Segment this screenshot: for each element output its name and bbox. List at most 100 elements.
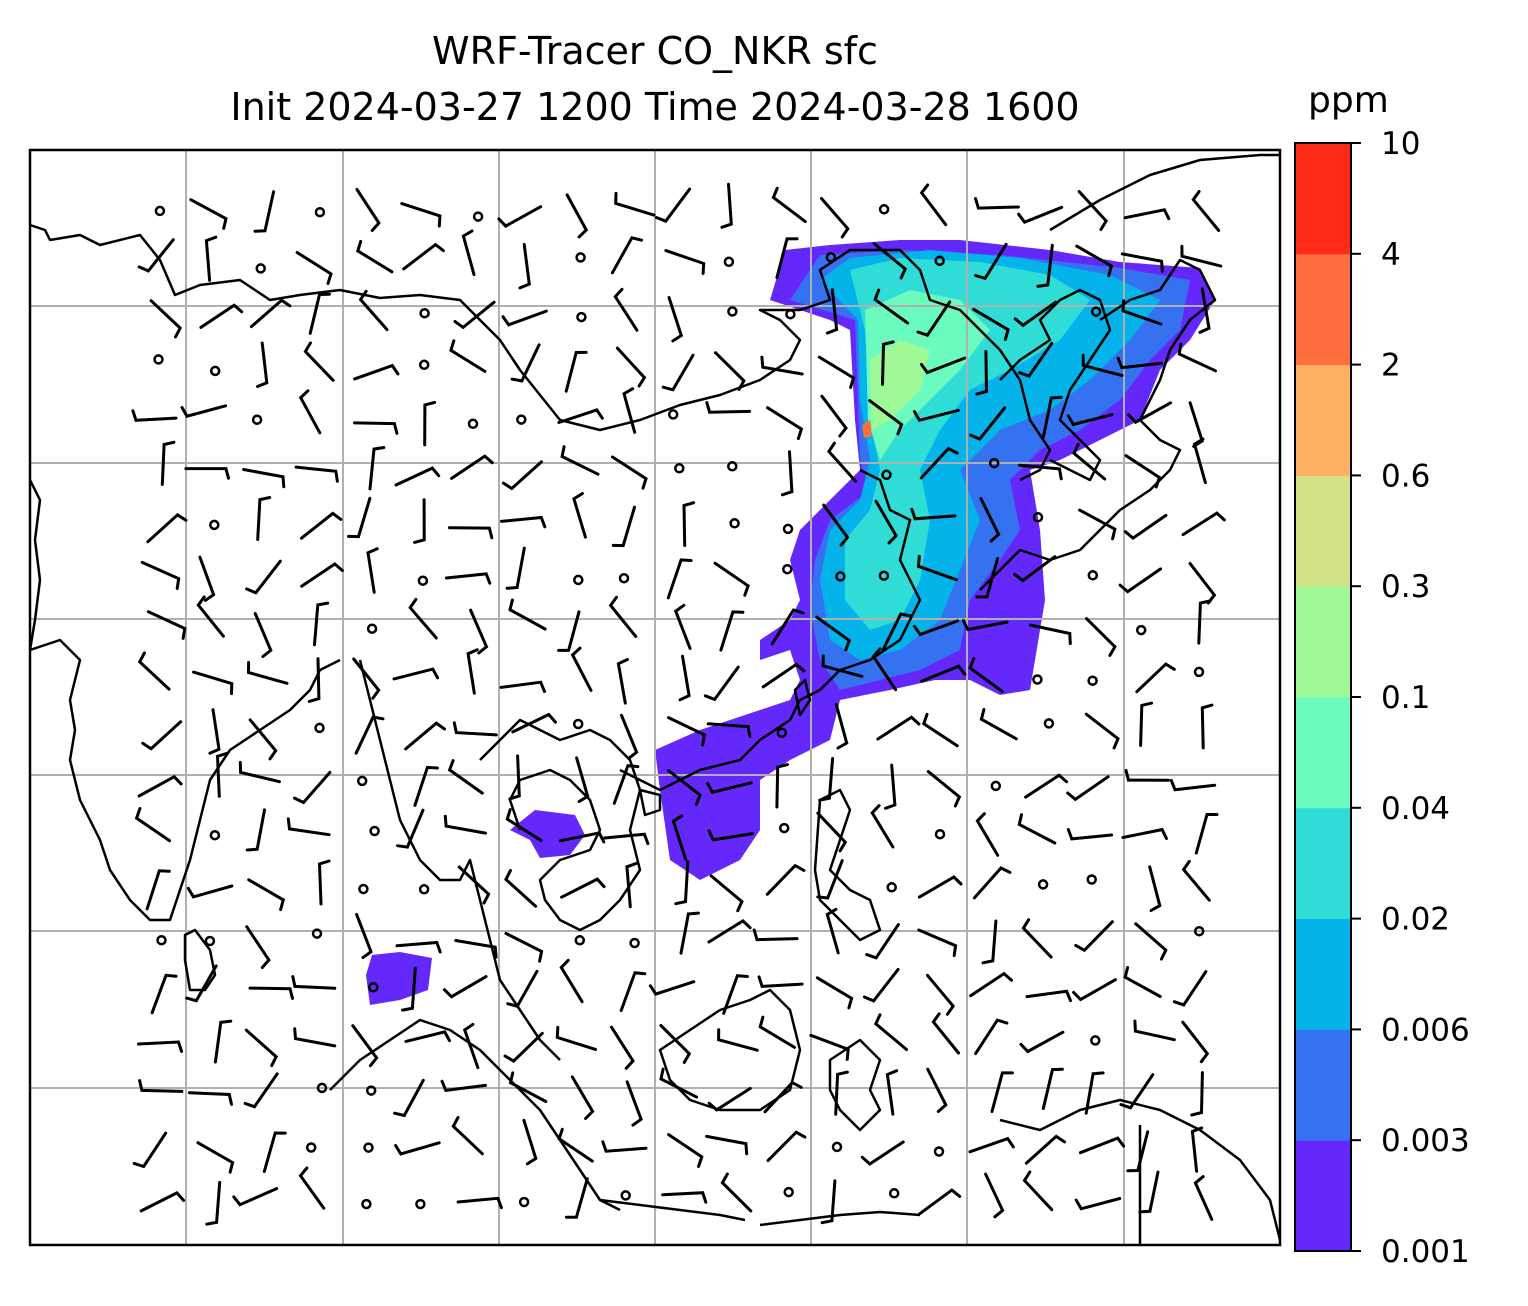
wind-barb: [920, 664, 967, 683]
wind-barb: [453, 300, 496, 330]
calm-wind-circle: [934, 828, 946, 840]
wind-barb: [825, 288, 839, 335]
wind-barb: [1085, 617, 1117, 657]
wind-barb: [815, 615, 852, 652]
coast-india: [29, 638, 341, 922]
wind-barb: [504, 869, 538, 908]
wind-barb: [560, 445, 600, 476]
wind-barb: [615, 346, 647, 388]
calm-wind-markers: [153, 204, 1205, 1210]
wind-barb: [752, 928, 799, 942]
wind-barb: [1181, 1020, 1210, 1064]
calm-wind-circle: [878, 204, 890, 215]
wind-barb: [132, 1131, 168, 1169]
wind-barb: [1013, 555, 1057, 583]
wind-barb: [249, 298, 292, 329]
wind-barb: [505, 546, 526, 590]
wind-barb: [763, 1080, 803, 1114]
colorbar-tick-label: 0.001: [1381, 1234, 1470, 1270]
wind-barb: [499, 680, 546, 693]
colorbar-tick-label: 2: [1381, 348, 1401, 384]
wind-barb: [1029, 623, 1072, 645]
colorbar-swatch: [1295, 253, 1351, 366]
wind-barb: [1126, 1130, 1150, 1173]
wind-barb: [149, 299, 183, 339]
wind-barb: [1169, 778, 1217, 792]
coast-bay-bengal-east: [358, 659, 561, 1061]
wind-barb: [300, 511, 343, 540]
wind-barb: [771, 186, 807, 224]
calm-wind-circle: [878, 570, 890, 581]
wind-barb: [557, 1127, 594, 1163]
wind-barb: [572, 492, 587, 539]
wind-barb: [1191, 190, 1221, 232]
coast-japan: [979, 258, 1217, 591]
wind-barb: [870, 804, 895, 849]
wind-barb: [353, 363, 400, 381]
wind-barb: [400, 202, 442, 228]
wind-barb: [298, 389, 322, 435]
wind-barb: [1074, 920, 1114, 953]
wind-barb: [245, 925, 271, 969]
wind-barb: [457, 865, 491, 905]
wind-barb: [180, 404, 228, 418]
wind-barb: [295, 251, 333, 285]
wind-barb: [714, 351, 746, 391]
wind-barb: [402, 242, 445, 271]
colorbar-swatch: [1295, 918, 1351, 1030]
wind-barb: [518, 242, 531, 290]
calm-wind-circle: [576, 311, 587, 323]
wind-barb: [404, 721, 446, 751]
wind-barb: [917, 875, 963, 899]
wind-barb: [253, 612, 273, 658]
colorbar-unit-label: ppm: [1308, 80, 1389, 121]
wind-barb: [706, 722, 752, 738]
calm-wind-circle: [311, 928, 323, 939]
wind-barb: [413, 765, 439, 807]
colorbar-tick-label: 4: [1381, 237, 1401, 273]
wind-barb: [141, 720, 183, 751]
wind-barb: [1022, 1170, 1054, 1212]
colorbar-tick-label: 0.1: [1381, 680, 1430, 716]
wind-barb: [720, 182, 733, 229]
wind-barb: [294, 465, 339, 483]
calm-wind-circle: [204, 935, 216, 947]
wind-barb: [146, 513, 188, 544]
calm-wind-circle: [835, 571, 846, 582]
wind-barb: [659, 1024, 692, 1064]
wind-barb: [919, 356, 967, 375]
wind-barb: [242, 468, 286, 489]
wind-barb: [916, 300, 952, 337]
colorbar-swatch: [1295, 1140, 1351, 1252]
wind-barb: [1078, 508, 1117, 541]
wind-barb: [245, 808, 266, 852]
wind-barb: [394, 466, 441, 487]
map-gridlines: [30, 150, 1280, 1245]
calm-wind-circle: [988, 457, 1000, 469]
wind-barb: [1074, 1197, 1122, 1211]
colorbar-tick-label: 0.04: [1381, 791, 1450, 827]
calm-wind-circle: [573, 574, 584, 586]
wind-barb: [570, 646, 593, 692]
wind-barb: [368, 446, 386, 491]
wind-barb: [256, 341, 269, 388]
wind-barb: [760, 355, 804, 376]
colorbar-tick-label: 0.3: [1381, 569, 1430, 605]
wind-barb: [625, 1080, 643, 1127]
wind-barb: [873, 1013, 908, 1051]
wind-barb: [919, 183, 948, 227]
wind-barb: [620, 713, 639, 760]
wind-barb: [775, 763, 789, 809]
wind-barb: [821, 654, 864, 678]
wind-barb: [404, 1030, 451, 1043]
wind-barb: [974, 242, 1008, 281]
calm-wind-circle: [783, 1186, 794, 1198]
wind-barb: [820, 197, 850, 239]
wind-barb: [608, 595, 638, 638]
wind-barb: [366, 547, 379, 594]
wind-barb: [443, 814, 487, 835]
wind-barb: [1135, 662, 1176, 694]
coast-taiwan: [793, 678, 812, 717]
wind-barb: [622, 387, 637, 434]
